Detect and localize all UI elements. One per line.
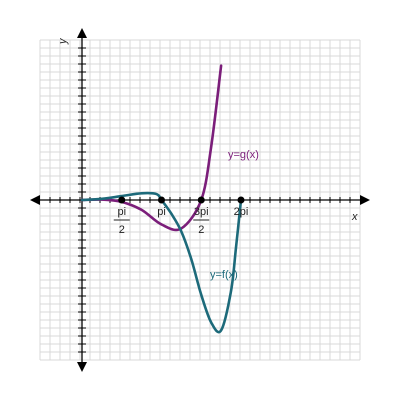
x-tick-label-numerator: pi <box>157 206 166 218</box>
zero-points <box>118 196 245 204</box>
series-label-f: y=f(x) <box>210 269 238 281</box>
series-line-f <box>80 191 243 334</box>
data-point <box>118 196 126 204</box>
x-tick-label-numerator: 2pi <box>234 206 249 218</box>
x-axis-arrow-left <box>30 195 40 205</box>
data-point <box>197 196 205 204</box>
x-tick-label-denominator: 2 <box>198 224 204 236</box>
x-tick-label-numerator: pi <box>117 206 126 218</box>
y-axis-label: y <box>57 37 69 45</box>
data-point <box>237 196 245 204</box>
y-axis-arrow-down <box>77 362 87 372</box>
x-tick-label-denominator: 2 <box>119 224 125 236</box>
curves <box>80 64 243 334</box>
x-tick-label-numerator: 3pi <box>194 206 209 218</box>
y-axis-arrow-up <box>77 28 87 38</box>
x-axis-arrow-right <box>360 195 370 205</box>
x-axis-label: x <box>351 211 358 223</box>
data-point <box>158 196 166 204</box>
series-label-g: y=g(x) <box>228 149 259 161</box>
series-line-g <box>80 64 223 232</box>
